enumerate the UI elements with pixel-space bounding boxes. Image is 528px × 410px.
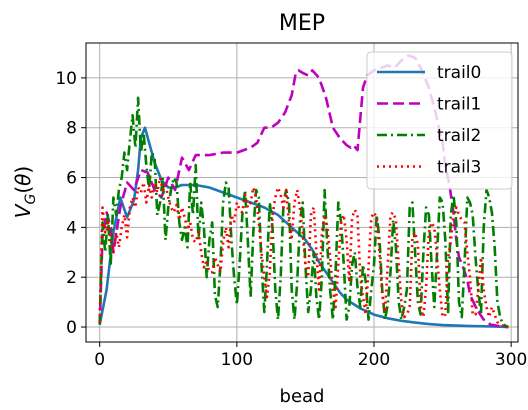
chart-title: MEP [279, 11, 325, 36]
legend-label-trail1: trail1 [437, 95, 481, 115]
y-tick-label: 10 [55, 69, 77, 89]
x-axis-label: bead [280, 386, 325, 407]
legend-label-trail0: trail0 [437, 63, 481, 83]
plot-area [98, 54, 509, 329]
legend: trail0 trail1 trail2 trail3 [366, 51, 513, 190]
y-tick-label: 6 [66, 169, 77, 189]
x-tick-label: 0 [94, 350, 105, 370]
legend-label-trail3: trail3 [437, 158, 481, 178]
y-axis-label: VG(θ) [11, 166, 39, 218]
y-tick-label: 0 [66, 318, 77, 338]
axes-frame [85, 42, 519, 343]
legend-box [366, 51, 513, 190]
legend-label-trail2: trail2 [437, 126, 481, 146]
x-tick-label: 100 [221, 350, 253, 370]
y-tick-label: 8 [66, 119, 77, 139]
ticks: 0 100 200 300 0 2 4 6 8 10 [55, 69, 527, 370]
y-tick-label: 4 [66, 218, 77, 238]
y-tick-label: 2 [66, 268, 77, 288]
x-tick-label: 200 [358, 350, 390, 370]
x-tick-label: 300 [495, 350, 527, 370]
svg-text:VG(θ): VG(θ) [11, 166, 39, 218]
